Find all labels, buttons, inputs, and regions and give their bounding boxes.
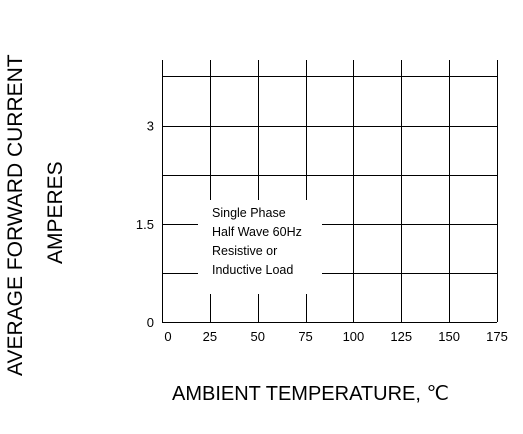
note-line-1: Single Phase: [212, 206, 286, 220]
grid: [162, 60, 498, 323]
x-tick-label: 150: [438, 329, 460, 344]
y-tick-label: 0: [147, 315, 154, 330]
y-tick-label: 3: [147, 119, 154, 134]
note-line-4: Inductive Load: [212, 263, 294, 277]
x-axis-label: AMBIENT TEMPERATURE, ℃: [172, 383, 449, 405]
x-tick-label: 175: [486, 329, 508, 344]
y-axis-label: AVERAGE FORWARD CURRENT: [4, 54, 27, 376]
tick-labels: 0 25 50 75 100 125 150 175 0 1.5 3: [136, 119, 508, 345]
x-tick-label: 25: [203, 329, 217, 344]
y-axis-label-units: AMPERES: [44, 161, 67, 264]
note-line-3: Resistive or: [212, 244, 278, 258]
note-line-2: Half Wave 60Hz: [212, 225, 302, 239]
x-tick-label: 125: [390, 329, 412, 344]
x-tick-label: 50: [250, 329, 264, 344]
x-tick-label: 100: [343, 329, 365, 344]
x-tick-label: 75: [298, 329, 312, 344]
x-tick-label: 0: [164, 329, 171, 344]
y-tick-label: 1.5: [136, 217, 154, 232]
conditions-note: Single Phase Half Wave 60Hz Resistive or…: [212, 204, 332, 280]
